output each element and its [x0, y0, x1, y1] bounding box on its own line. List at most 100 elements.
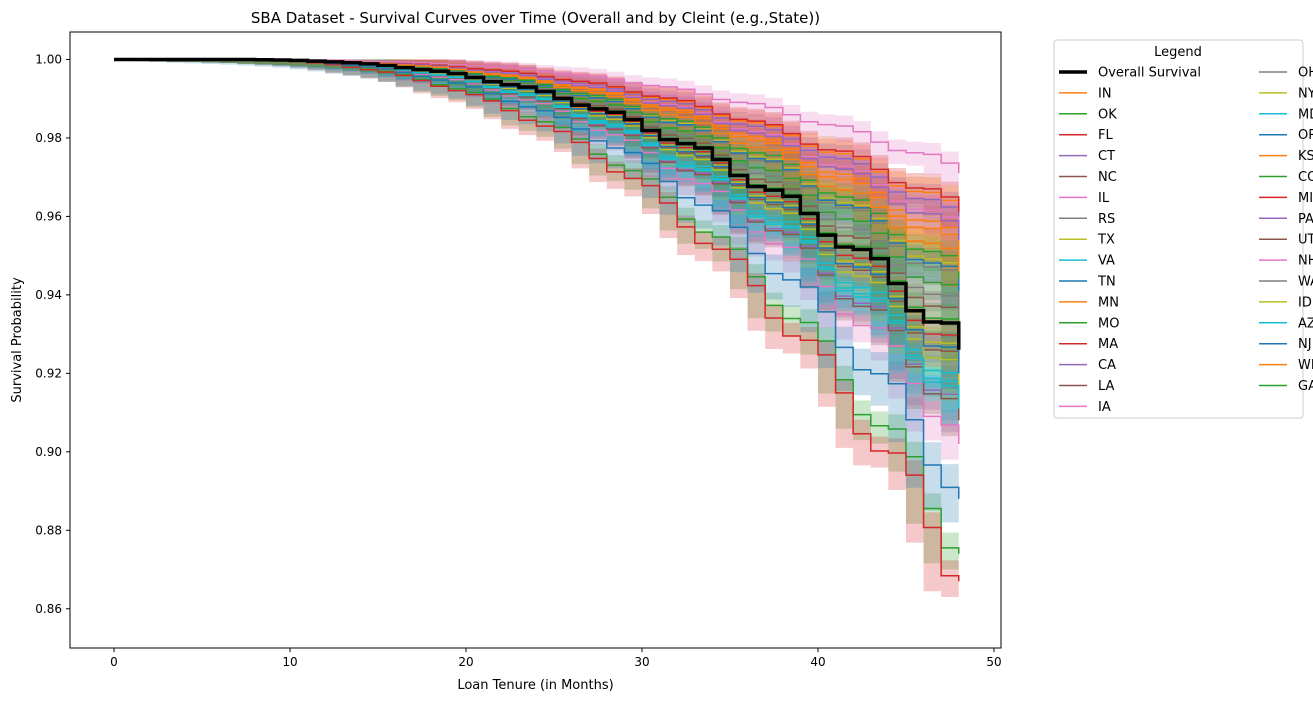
legend-label: OR [1298, 128, 1313, 143]
legend-label: NH [1298, 254, 1313, 269]
y-tick-label: 0.94 [35, 288, 62, 302]
chart-title: SBA Dataset - Survival Curves over Time … [251, 9, 820, 27]
ci-band-wi [114, 59, 959, 288]
y-tick-label: 0.92 [35, 366, 62, 380]
ci-band-ga [114, 59, 959, 362]
legend-item-mi: MI [1259, 191, 1313, 206]
survival-lines [114, 57, 961, 582]
ci-band-oh [114, 59, 959, 311]
legend-item-ks: KS [1259, 149, 1313, 164]
ci-band-va [114, 59, 959, 421]
x-tick-label: 20 [458, 655, 473, 669]
legend-item-pa: PA [1259, 212, 1313, 227]
legend-item-rs: RS [1059, 212, 1115, 227]
legend-label: IA [1098, 400, 1111, 415]
legend-item-ma: MA [1059, 337, 1118, 352]
legend-item-wi: WI [1259, 358, 1313, 373]
legend-label: ID [1298, 295, 1312, 310]
ci-band-wa [114, 59, 959, 339]
legend-label: CA [1098, 358, 1116, 373]
legend-label: OK [1098, 107, 1117, 122]
ci-band-tx [114, 59, 959, 303]
confidence-bands [114, 59, 959, 597]
legend-item-oh: OH [1259, 66, 1313, 81]
ci-band-tn [114, 59, 959, 523]
legend-label: KS [1298, 149, 1313, 164]
legend-item-va: VA [1059, 254, 1115, 269]
legend-item-tn: TN [1059, 275, 1116, 290]
legend-item-ut: UT [1259, 233, 1313, 248]
legend-item-la: LA [1059, 379, 1115, 394]
legend-item-tx: TX [1059, 233, 1115, 248]
ci-band-ia [114, 59, 959, 252]
legend-label: NY [1298, 86, 1313, 101]
legend-label: CT [1098, 149, 1115, 164]
ci-band-pa [114, 59, 959, 256]
legend-label: FL [1098, 128, 1113, 143]
legend-label: CO [1298, 170, 1313, 185]
y-axis: 0.86 0.88 0.90 0.92 0.94 0.96 0.98 1.00 [35, 52, 70, 616]
legend-item-ct: CT [1059, 149, 1115, 164]
ci-band-mo [114, 59, 959, 327]
legend-item-ny: NY [1259, 86, 1313, 101]
y-tick-label: 0.90 [35, 445, 62, 459]
legend-label: MI [1298, 191, 1313, 206]
x-tick-label: 30 [634, 655, 649, 669]
ci-band-mn [114, 59, 959, 264]
legend-label: GA [1298, 379, 1313, 394]
legend-item-or: OR [1259, 128, 1313, 143]
legend-label: NJ [1298, 337, 1312, 352]
legend-item-ia: IA [1059, 400, 1111, 415]
legend-label: TX [1097, 233, 1115, 248]
legend-item-ga: GA [1259, 379, 1313, 394]
legend-item-fl: FL [1059, 128, 1113, 143]
y-tick-label: 0.96 [35, 209, 62, 223]
plot-frame [69, 31, 1002, 649]
legend-item-nh: NH [1259, 254, 1313, 269]
legend-label: PA [1298, 212, 1313, 227]
legend-item-overall-survival: Overall Survival [1059, 66, 1201, 81]
legend-item-ca: CA [1059, 358, 1116, 373]
legend-item-mo: MO [1059, 316, 1119, 331]
legend-label: Overall Survival [1098, 66, 1201, 81]
ci-band-nj [114, 59, 959, 390]
x-axis-label: Loan Tenure (in Months) [457, 678, 613, 693]
legend: Legend Overall Survival IN OK FL CT NC IL RS TX V… [1053, 39, 1313, 419]
ci-band-co [114, 59, 959, 295]
legend-label: UT [1298, 233, 1313, 248]
legend-item-mn: MN [1059, 295, 1119, 310]
ci-band-ca [114, 59, 959, 433]
legend-item-wa: WA [1259, 275, 1313, 290]
ci-band-id [114, 59, 959, 401]
x-tick-label: 40 [810, 655, 825, 669]
y-tick-label: 1.00 [35, 52, 62, 66]
ci-band-fl [114, 59, 959, 597]
ci-band-ok [114, 59, 959, 570]
legend-label: WA [1298, 275, 1313, 290]
legend-label: VA [1098, 254, 1115, 269]
legend-label: NC [1098, 170, 1117, 185]
legend-item-nj: NJ [1259, 337, 1312, 352]
legend-item-in: IN [1059, 86, 1112, 101]
y-tick-label: 0.88 [35, 523, 62, 537]
legend-item-il: IL [1059, 191, 1110, 206]
x-tick-label: 0 [110, 655, 118, 669]
y-tick-label: 0.98 [35, 131, 62, 145]
legend-item-co: CO [1259, 170, 1313, 185]
ci-band-nh [114, 59, 959, 186]
ci-band-az [114, 59, 959, 425]
legend-label: TN [1097, 275, 1116, 290]
legend-item-md: MD [1259, 107, 1313, 122]
legend-label: MA [1098, 337, 1118, 352]
legend-label: LA [1098, 379, 1115, 394]
ci-band-md [114, 59, 959, 413]
legend-label: IL [1098, 191, 1110, 206]
legend-label: MO [1098, 316, 1119, 331]
ci-band-il [114, 59, 959, 460]
legend-label: IN [1098, 86, 1112, 101]
y-axis-label: Survival Probability [10, 277, 25, 403]
legend-title: Legend [1154, 45, 1202, 60]
x-tick-label: 50 [986, 655, 1001, 669]
legend-label: RS [1098, 212, 1115, 227]
ci-band-ks [114, 59, 959, 272]
